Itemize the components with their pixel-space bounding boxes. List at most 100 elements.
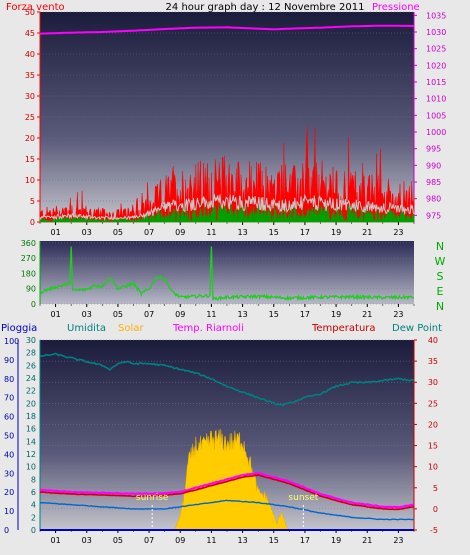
temp-tick-label: 0 [433,505,438,514]
x-tick-label: 15 [269,536,279,545]
wind-tick-label: 40 [25,50,35,59]
x-tick-label: 21 [362,536,372,545]
pressure-tick-label: 1020 [426,61,446,70]
wind-tick-label: 0 [30,218,35,227]
x-tick-label: 07 [144,310,154,319]
wind-tick-label: 10 [25,176,35,185]
x-tick-label: 09 [175,228,185,237]
pressure-tick-label: 1025 [426,45,446,54]
x-tick-label: 21 [362,228,372,237]
x-tick-label: 05 [113,310,123,319]
wind-average-series [39,202,415,223]
dew-point-series [39,499,415,521]
x-tick-label: 15 [269,228,279,237]
humidity-tick-label: 8 [31,475,36,484]
x-tick-label: 13 [237,536,247,545]
humidity-tick-label: 12 [26,450,36,459]
x-tick-label: 11 [206,228,216,237]
legend-dew-point: Dew Point [392,323,442,334]
temp-tick-label: 25 [428,399,438,408]
x-tick-label: 23 [393,228,403,237]
pressure-tick-label: 1035 [426,11,446,20]
compass-label: W [435,255,446,268]
x-tick-label: 01 [50,536,60,545]
pressure-tick-label: 1030 [426,28,446,37]
direction-tick-label: 270 [21,254,36,263]
temp-tick-label: 15 [428,442,438,451]
humidity-tick-label: 26 [26,361,36,370]
x-tick-label: 05 [113,228,123,237]
temp-tick-label: 35 [428,357,438,366]
wind-tick-label: 45 [25,29,35,38]
humidity-tick-label: 10 [26,463,36,472]
x-tick-label: 09 [175,310,185,319]
x-tick-label: 03 [82,310,92,319]
compass-label: E [437,285,444,298]
x-tick-label: 17 [300,310,310,319]
humidity-tick-label: 4 [31,501,36,510]
wind-tick-label: 30 [25,92,35,101]
pressure-tick-label: 985 [426,178,441,187]
rain-tick-label: 100 [4,337,19,346]
wind-chill-series [39,471,415,509]
rain-tick-label: 10 [4,507,14,516]
x-tick-label: 23 [393,310,403,319]
rain-tick-label: 70 [4,394,14,403]
compass-label: N [436,240,444,253]
x-tick-label: 19 [331,536,341,545]
wind-tick-label: 35 [25,71,35,80]
chart-title: 24 hour graph day : 12 Novembre 2011 [166,2,365,13]
temp-tick-label: 10 [428,463,438,472]
wind-tick-label: 5 [30,197,35,206]
humidity-tick-label: 20 [26,399,36,408]
rain-tick-label: 40 [4,450,14,459]
x-tick-label: 17 [300,228,310,237]
legend-temperature: Temperatura [311,323,376,334]
x-tick-label: 01 [50,310,60,319]
x-tick-label: 19 [331,228,341,237]
wind-gust-series [39,193,415,222]
rain-tick-label: 20 [4,488,14,497]
x-tick-label: 09 [175,536,185,545]
temp-tick-label: 20 [428,420,438,429]
wind-direction-series [39,246,414,302]
x-tick-label: 07 [144,228,154,237]
x-tick-label: 11 [206,310,216,319]
temp-tick-label: 40 [428,336,438,345]
sunrise-label: sunrise [136,493,169,503]
direction-tick-label: 0 [31,300,36,309]
pressure-tick-label: 990 [426,161,441,170]
humidity-tick-label: 28 [26,349,36,358]
pressure-tick-label: 975 [426,211,441,220]
humidity-tick-label: 0 [31,526,36,535]
x-tick-label: 17 [300,536,310,545]
pressure-legend-label: Pressione [372,2,420,13]
humidity-tick-label: 30 [26,336,36,345]
compass-label: N [436,300,444,313]
temperature-series [39,474,415,511]
x-tick-label: 23 [393,536,403,545]
humidity-tick-label: 14 [26,437,36,446]
x-tick-label: 07 [144,536,154,545]
x-tick-label: 03 [82,536,92,545]
x-tick-label: 15 [269,310,279,319]
rain-tick-label: 60 [4,413,14,422]
pressure-series [39,24,414,35]
compass-label: S [437,270,444,283]
pressure-tick-label: 1010 [426,95,446,104]
pressure-tick-label: 995 [426,145,441,154]
humidity-tick-label: 16 [26,425,36,434]
pressure-tick-label: 1000 [426,128,446,137]
x-tick-label: 13 [237,310,247,319]
wind-tick-label: 15 [25,155,35,164]
temp-tick-label: -5 [430,526,438,535]
pressure-tick-label: 1005 [426,111,446,120]
pressure-tick-label: 980 [426,195,441,204]
sunset-label: sunset [288,493,318,503]
legend-humidity: Umidita [67,323,106,334]
humidity-tick-label: 22 [26,387,36,396]
direction-tick-label: 180 [21,269,36,278]
legend-wind-chill: Temp. Riarnoli [172,323,244,334]
rain-tick-label: 80 [4,375,14,384]
humidity-tick-label: 18 [26,412,36,421]
